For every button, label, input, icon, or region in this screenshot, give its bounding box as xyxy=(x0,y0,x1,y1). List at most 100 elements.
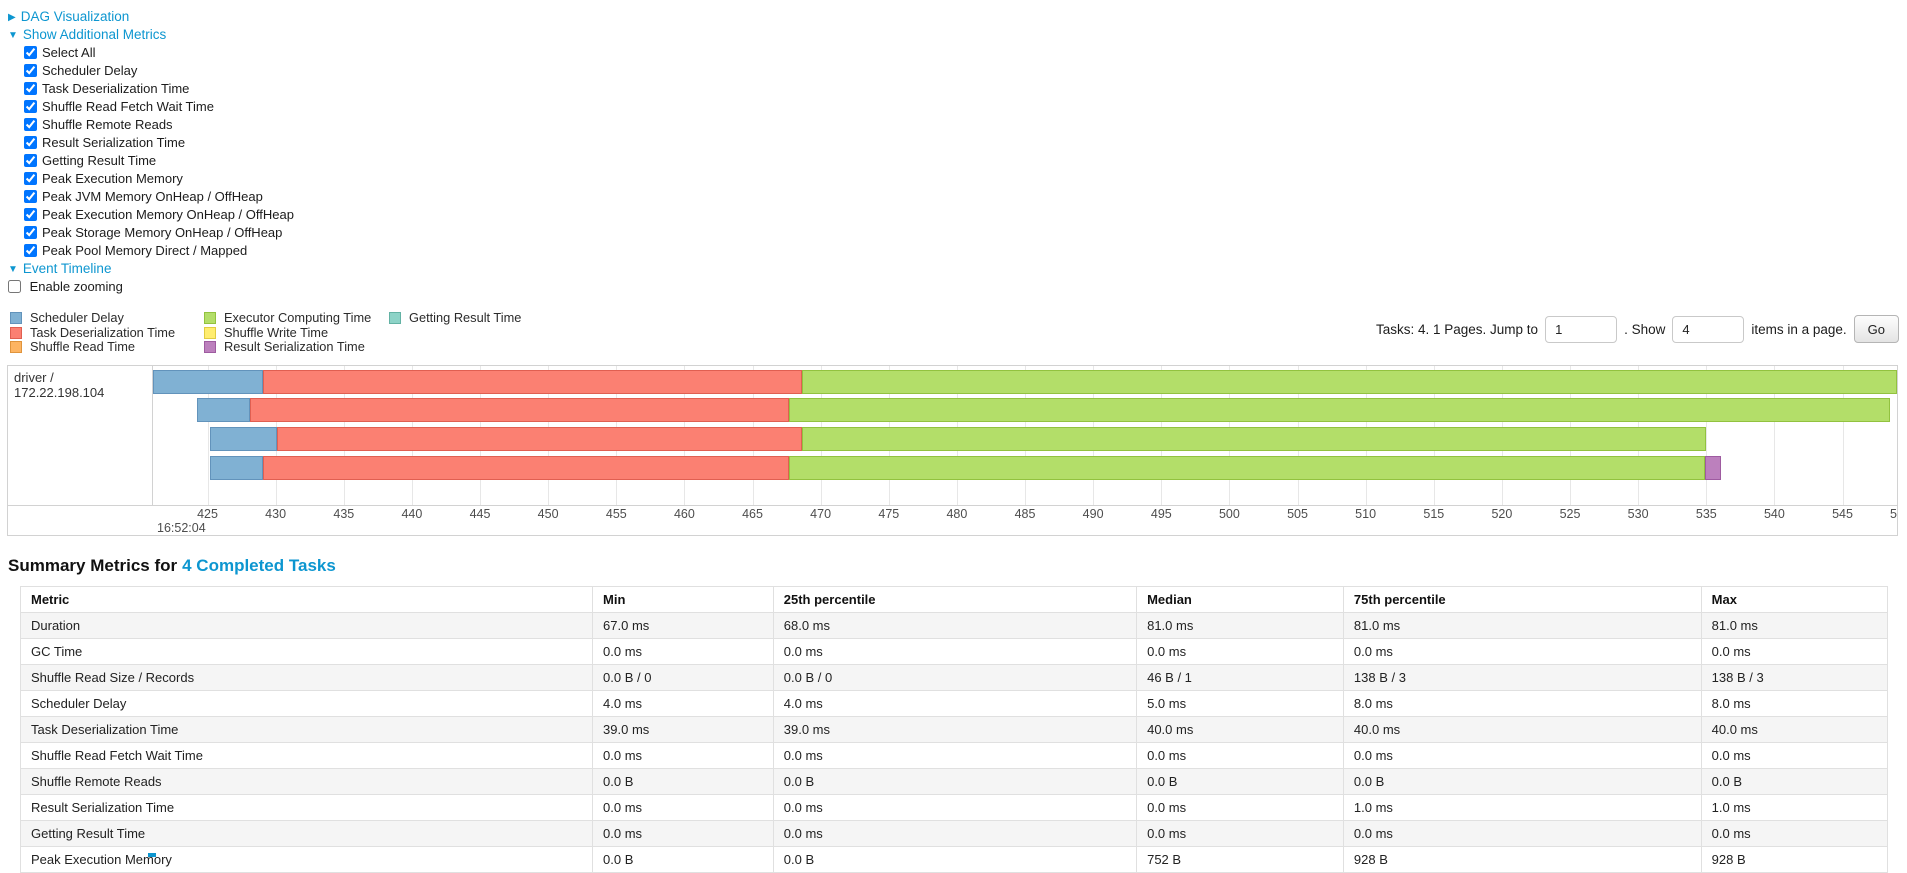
metric-checkbox-label[interactable]: Peak JVM Memory OnHeap / OffHeap xyxy=(24,189,263,204)
metric-value-cell: 81.0 ms xyxy=(1700,611,1889,639)
task-2-segment-task-deserialization[interactable] xyxy=(277,427,802,452)
metric-checkbox-label[interactable]: Scheduler Delay xyxy=(24,63,137,78)
legend-column: Scheduler Delay Task Deserialization Time… xyxy=(10,311,204,355)
task-3-segment-executor-computing[interactable] xyxy=(789,455,1705,480)
metric-list-item: Shuffle Read Fetch Wait Time xyxy=(24,98,1907,116)
task-2-segment-scheduler-delay[interactable] xyxy=(210,427,277,452)
metric-checkbox-label[interactable]: Getting Result Time xyxy=(24,153,156,168)
legend-entry-shuffle-read: Shuffle Read Time xyxy=(10,340,204,355)
axis-tick-label: 460 xyxy=(673,506,695,521)
legend-label: Shuffle Write Time xyxy=(224,324,329,340)
metric-checkbox-label[interactable]: Peak Pool Memory Direct / Mapped xyxy=(24,243,247,258)
metric-checkbox[interactable] xyxy=(24,172,37,185)
metric-list-item: Select All xyxy=(24,44,1907,62)
metric-checkbox[interactable] xyxy=(24,244,37,257)
expanded-arrow-icon: ▼ xyxy=(8,264,18,275)
metric-checkbox-label[interactable]: Shuffle Remote Reads xyxy=(24,117,173,132)
task-1-segment-executor-computing[interactable] xyxy=(789,398,1891,423)
pagination-text-middle: . Show xyxy=(1624,321,1666,337)
metric-value-cell: 0.0 ms xyxy=(1342,637,1702,665)
dag-visualization-toggle[interactable]: ▶ DAG Visualization xyxy=(8,8,1907,26)
executor-host-label: driver / 172.22.198.104 xyxy=(14,369,105,400)
metric-checkbox[interactable] xyxy=(24,154,37,167)
metric-checkbox[interactable] xyxy=(24,226,37,239)
axis-tick-label: 505 xyxy=(1287,506,1308,521)
go-button[interactable]: Go xyxy=(1853,315,1899,343)
metric-list-item: Peak JVM Memory OnHeap / OffHeap xyxy=(24,188,1907,206)
table-row: Peak Execution Memory 0.0 B 0.0 B 752 B 928 … xyxy=(19,845,1889,873)
metric-checkbox-label[interactable]: Shuffle Read Fetch Wait Time xyxy=(24,99,214,114)
metric-checkbox[interactable] xyxy=(24,136,37,149)
task-0-segment-scheduler-delay[interactable] xyxy=(153,369,264,394)
metric-value-cell: 1.0 ms xyxy=(1342,793,1702,821)
metric-value-cell: 0.0 ms xyxy=(1342,741,1702,769)
task-3-segment-task-deserialization[interactable] xyxy=(263,455,790,480)
axis-tick-label: 540 xyxy=(1763,506,1785,521)
metric-value-cell: 0.0 ms xyxy=(772,819,1138,847)
metric-value-cell: 0.0 ms xyxy=(772,741,1138,769)
metric-checkbox[interactable] xyxy=(24,82,37,95)
executor-computing-swatch-icon xyxy=(204,312,216,324)
metric-checkbox-label[interactable]: Peak Execution Memory OnHeap / OffHeap xyxy=(24,207,294,222)
metric-name-cell: Shuffle Read Size / Records xyxy=(19,663,594,691)
metric-value-cell: 39.0 ms xyxy=(772,715,1138,743)
metric-checkbox-label[interactable]: Result Serialization Time xyxy=(24,135,185,150)
timeline-gridline xyxy=(1774,365,1776,505)
metric-list-item: Getting Result Time xyxy=(24,152,1907,170)
metric-list-item: Peak Storage Memory OnHeap / OffHeap xyxy=(24,224,1907,242)
metric-checkbox[interactable] xyxy=(24,118,37,131)
metric-name-cell: Duration xyxy=(19,611,594,639)
metric-list-item: Peak Pool Memory Direct / Mapped xyxy=(24,242,1907,260)
task-3-segment-result-serialization[interactable] xyxy=(1704,455,1722,480)
column-header: Min xyxy=(592,585,774,613)
metric-checkbox[interactable] xyxy=(24,190,37,203)
task-0-segment-executor-computing[interactable] xyxy=(801,369,1897,394)
metric-value-cell: 928 B xyxy=(1342,845,1702,873)
task-1-segment-scheduler-delay[interactable] xyxy=(196,398,250,423)
task-0-segment-task-deserialization[interactable] xyxy=(263,369,802,394)
metric-value-cell: 138 B / 3 xyxy=(1342,663,1702,691)
metric-checkbox-label[interactable]: Peak Storage Memory OnHeap / OffHeap xyxy=(24,225,282,240)
axis-tick-label: 440 xyxy=(401,506,423,521)
metric-checkbox-label[interactable]: Task Deserialization Time xyxy=(24,81,189,96)
metric-checkbox-text: Select All xyxy=(42,45,96,60)
metric-checkbox-text: Peak JVM Memory OnHeap / OffHeap xyxy=(42,189,263,204)
metric-value-cell: 0.0 ms xyxy=(1136,741,1344,769)
task-2-segment-executor-computing[interactable] xyxy=(801,427,1707,452)
metric-checkbox-text: Scheduler Delay xyxy=(42,63,138,78)
metric-value-cell: 0.0 ms xyxy=(1700,741,1889,769)
table-row: Shuffle Remote Reads 0.0 B 0.0 B 0.0 B 0.0 B… xyxy=(19,767,1889,795)
column-header: 25th percentile xyxy=(772,585,1138,613)
metric-checkbox-text: Result Serialization Time xyxy=(42,135,186,150)
task-3-segment-scheduler-delay[interactable] xyxy=(210,455,264,480)
metric-value-cell: 0.0 ms xyxy=(1700,819,1889,847)
metric-value-cell: 5.0 ms xyxy=(1136,689,1344,717)
metric-checkbox[interactable] xyxy=(24,46,37,59)
completed-tasks-link[interactable]: 4 Completed Tasks xyxy=(182,555,336,575)
metric-checkbox-label[interactable]: Peak Execution Memory xyxy=(24,171,183,186)
metric-value-cell: 928 B xyxy=(1700,845,1889,873)
metric-checkbox-text: Peak Pool Memory Direct / Mapped xyxy=(42,243,248,258)
metric-value-cell: 0.0 ms xyxy=(772,637,1138,665)
page-size-input[interactable] xyxy=(1672,315,1745,343)
axis-tick-label: 530 xyxy=(1627,506,1649,521)
timeline-gridline xyxy=(1842,365,1844,505)
metric-checkbox[interactable] xyxy=(24,64,37,77)
enable-zooming-checkbox[interactable] xyxy=(8,280,21,293)
enable-zooming-control[interactable]: Enable zooming xyxy=(8,278,1907,296)
metric-checkbox[interactable] xyxy=(24,208,37,221)
event-timeline-toggle[interactable]: ▼ Event Timeline xyxy=(8,260,1907,278)
table-row: Scheduler Delay 4.0 ms 4.0 ms 5.0 ms 8.0 ms 8… xyxy=(19,689,1889,717)
metric-value-cell: 40.0 ms xyxy=(1136,715,1344,743)
axis-tick-label: 470 xyxy=(810,506,832,521)
metric-checkbox-label[interactable]: Select All xyxy=(24,45,95,60)
show-additional-metrics-toggle[interactable]: ▼ Show Additional Metrics xyxy=(8,26,1907,44)
legend-label: Result Serialization Time xyxy=(224,339,365,355)
metric-value-cell: 81.0 ms xyxy=(1342,611,1702,639)
table-row: GC Time 0.0 ms 0.0 ms 0.0 ms 0.0 ms 0.0 ms xyxy=(19,637,1889,665)
metric-value-cell: 0.0 B xyxy=(1700,767,1889,795)
task-1-segment-task-deserialization[interactable] xyxy=(249,398,790,423)
metric-checkbox[interactable] xyxy=(24,100,37,113)
axis-tick-label: 490 xyxy=(1082,506,1104,521)
page-jump-input[interactable] xyxy=(1545,315,1618,343)
